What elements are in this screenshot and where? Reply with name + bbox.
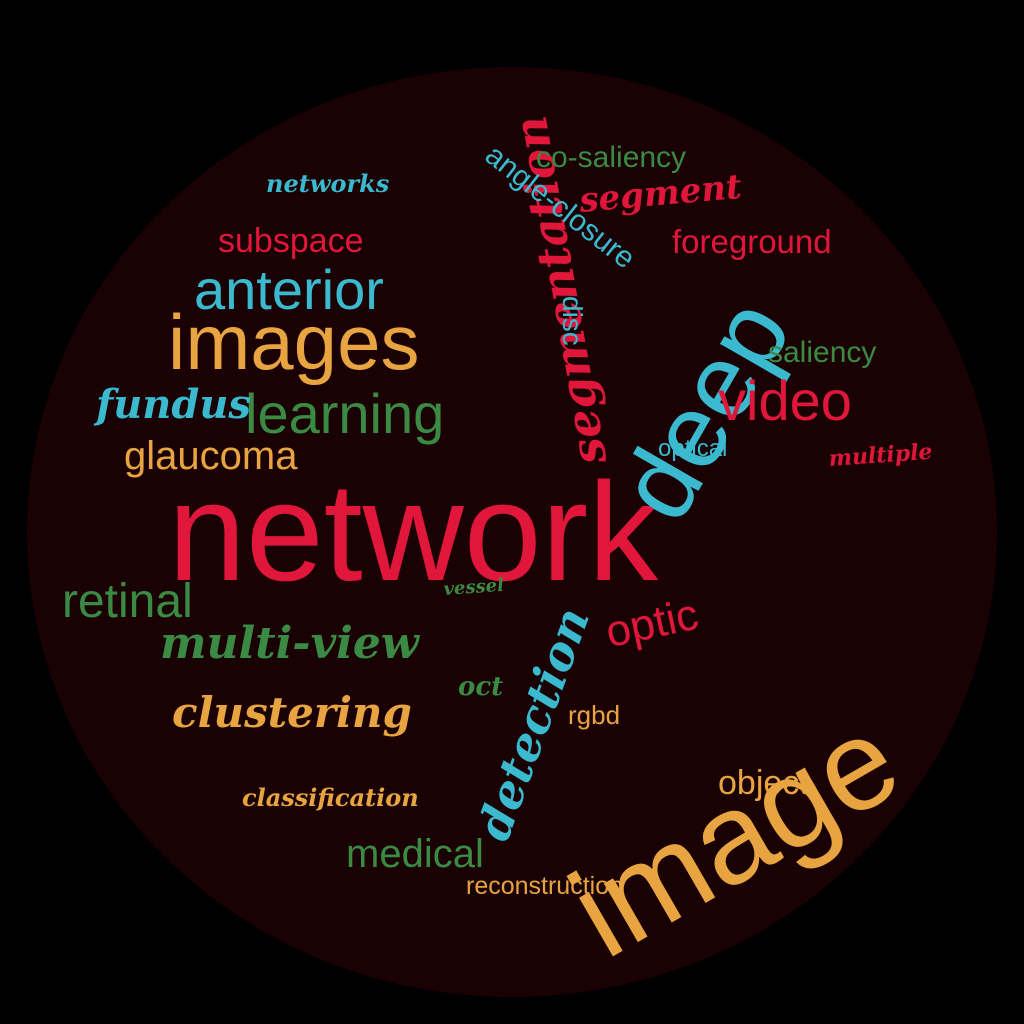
word-object: object <box>718 764 809 802</box>
word-vessel: vessel <box>442 574 505 600</box>
word-multi-view: multi-view <box>160 618 419 669</box>
word-classification: classification <box>242 783 419 812</box>
word-learning: learning <box>245 382 445 445</box>
word-networks: networks <box>266 169 390 198</box>
word-reconstruction: reconstruction <box>466 872 624 900</box>
word-foreground: foreground <box>672 223 832 260</box>
word-video: video <box>718 369 852 432</box>
word-medical: medical <box>346 832 484 876</box>
word-retinal: retinal <box>62 575 193 628</box>
word-disc: disc <box>557 296 588 346</box>
word-rgbd: rgbd <box>568 700 621 730</box>
word-cloud-disc <box>27 67 997 997</box>
word-co-saliency: co-saliency <box>536 141 687 174</box>
word-glaucoma: glaucoma <box>124 434 298 478</box>
word-oct: oct <box>458 672 504 702</box>
word-multiple: multiple <box>827 438 934 472</box>
word-clustering: clustering <box>172 688 412 737</box>
word-network: network <box>168 453 659 610</box>
word-optical: optical <box>658 435 728 462</box>
word-subspace: subspace <box>218 222 364 260</box>
word-fundus: fundus <box>96 381 251 428</box>
word-saliency: saliency <box>768 336 877 369</box>
word-anterior: anterior <box>194 258 384 321</box>
word-images: images <box>168 298 420 386</box>
